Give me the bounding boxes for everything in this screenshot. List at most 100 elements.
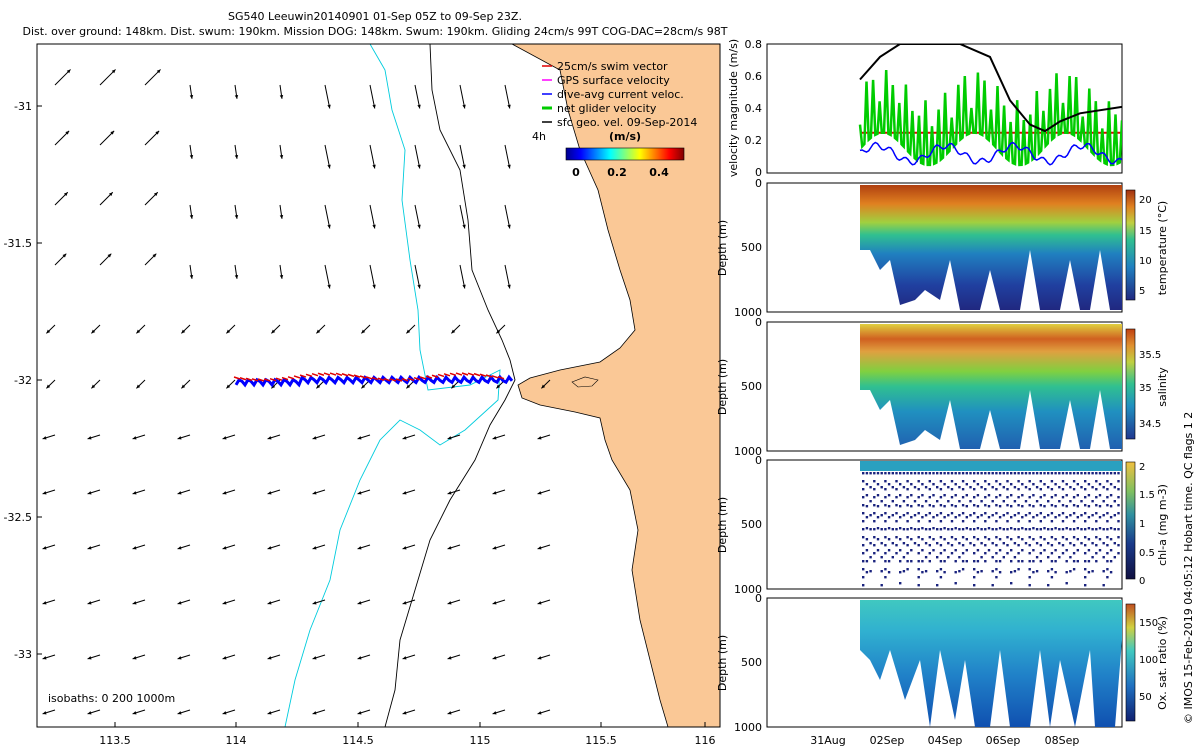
- map-ytick: -33: [14, 648, 32, 661]
- chla-point: [1054, 505, 1057, 508]
- velocity-arrow: [504, 204, 511, 229]
- chla-point: [910, 472, 913, 475]
- chla-point: [991, 472, 994, 475]
- velocity-arrowhead: [62, 253, 67, 258]
- chla-point: [984, 480, 987, 483]
- velocity-arrowhead: [65, 130, 70, 135]
- chla-point: [1006, 552, 1009, 555]
- legend-entry: 25cm/s swim vector: [557, 60, 668, 73]
- chla-point: [950, 520, 954, 523]
- chla-point: [1080, 486, 1083, 489]
- chla-point: [1006, 504, 1009, 507]
- isobath-1000m: [284, 44, 501, 727]
- chla-point: [913, 500, 917, 503]
- chla-point: [880, 556, 883, 559]
- ox-ytick: 0: [755, 592, 762, 605]
- velocity-arrowhead: [279, 275, 284, 279]
- chla-point: [1076, 516, 1079, 519]
- dive-avg-current-track: [234, 374, 514, 388]
- chla-ylabel: Depth (m): [716, 497, 729, 553]
- chla-point: [932, 527, 935, 530]
- time-tick: 04Sep: [928, 734, 963, 747]
- velocity-arrowhead: [372, 104, 376, 109]
- salinity-colorbar: [1125, 328, 1136, 440]
- chla-point: [950, 504, 954, 507]
- chla-point: [1050, 576, 1054, 579]
- chla-point: [1021, 494, 1024, 497]
- chla-point: [1117, 536, 1120, 539]
- chla-point: [1087, 527, 1091, 530]
- chla-point: [1080, 514, 1083, 517]
- chla-point: [1024, 528, 1028, 531]
- chla-point: [1087, 560, 1091, 563]
- chla-point: [1087, 472, 1091, 475]
- chla-point: [880, 570, 883, 573]
- chla-point: [1047, 486, 1050, 489]
- chla-point: [1050, 496, 1054, 499]
- chla-point: [1061, 552, 1065, 555]
- chla-point: [1021, 472, 1024, 475]
- chla-point: [954, 560, 957, 563]
- velocity-arrowhead: [492, 491, 497, 495]
- chla-point: [1032, 505, 1035, 508]
- chla-point: [921, 505, 924, 508]
- chla-point: [980, 486, 983, 489]
- velocity-arrowhead: [87, 546, 92, 550]
- map-frame: [36, 43, 721, 728]
- chla-point: [936, 500, 939, 503]
- chla-point: [902, 570, 906, 573]
- chla-point: [873, 512, 876, 515]
- chla-point: [1035, 500, 1039, 503]
- chla-point: [984, 552, 987, 555]
- chla-point: [1010, 494, 1013, 497]
- chla-point: [1002, 542, 1005, 545]
- velocity-arrowhead: [537, 601, 542, 605]
- chla-point: [939, 512, 943, 515]
- vel-ytick: 0.4: [745, 102, 763, 115]
- chla-point: [1113, 542, 1116, 545]
- chla-point: [1061, 512, 1065, 515]
- figure-subtitle: Dist. over ground: 148km. Dist. swum: 19…: [23, 25, 728, 38]
- chla-point: [1098, 505, 1102, 508]
- map-xtick: 115.5: [585, 734, 617, 747]
- chla-point: [895, 536, 898, 539]
- velocity-arrowhead: [507, 224, 511, 229]
- chla-point: [1024, 486, 1028, 489]
- chla-point: [973, 536, 976, 539]
- chla-point: [961, 488, 965, 491]
- chla-point: [1102, 542, 1105, 545]
- chla-point: [1084, 472, 1087, 475]
- chla-point: [961, 560, 965, 563]
- velocity-arrowhead: [42, 656, 47, 660]
- chla-point: [980, 542, 983, 545]
- velocity-arrowhead: [153, 192, 158, 197]
- chla-point: [921, 549, 924, 552]
- chla-point: [1113, 556, 1116, 559]
- chla-point: [906, 480, 909, 483]
- ox-cbar-tick: 100: [1139, 655, 1158, 666]
- chla-point: [1106, 528, 1109, 531]
- chla-point: [1106, 480, 1109, 483]
- swim-vector: [449, 372, 457, 377]
- chla-point: [991, 500, 994, 503]
- chla-point: [1017, 520, 1020, 523]
- chla-point: [995, 544, 998, 547]
- chla-point: [1102, 528, 1105, 531]
- chla-point: [995, 536, 998, 539]
- velocity-arrowhead: [267, 546, 272, 550]
- chla-point: [1061, 520, 1065, 523]
- chla-point: [954, 494, 957, 497]
- chla-point: [910, 494, 913, 497]
- chla-point: [876, 494, 880, 497]
- chla-point: [1087, 549, 1091, 552]
- chla-point: [1113, 528, 1116, 531]
- chla-point: [1091, 472, 1094, 475]
- chla-point: [939, 520, 943, 523]
- chla-point: [928, 504, 931, 507]
- temp-cbar-tick: 5: [1139, 286, 1145, 297]
- velocity-arrowhead: [63, 192, 68, 197]
- chla-point: [1058, 514, 1061, 517]
- sal-cbar-tick: 35.5: [1139, 350, 1161, 361]
- chla-point: [1117, 472, 1120, 475]
- chla-point: [936, 542, 939, 545]
